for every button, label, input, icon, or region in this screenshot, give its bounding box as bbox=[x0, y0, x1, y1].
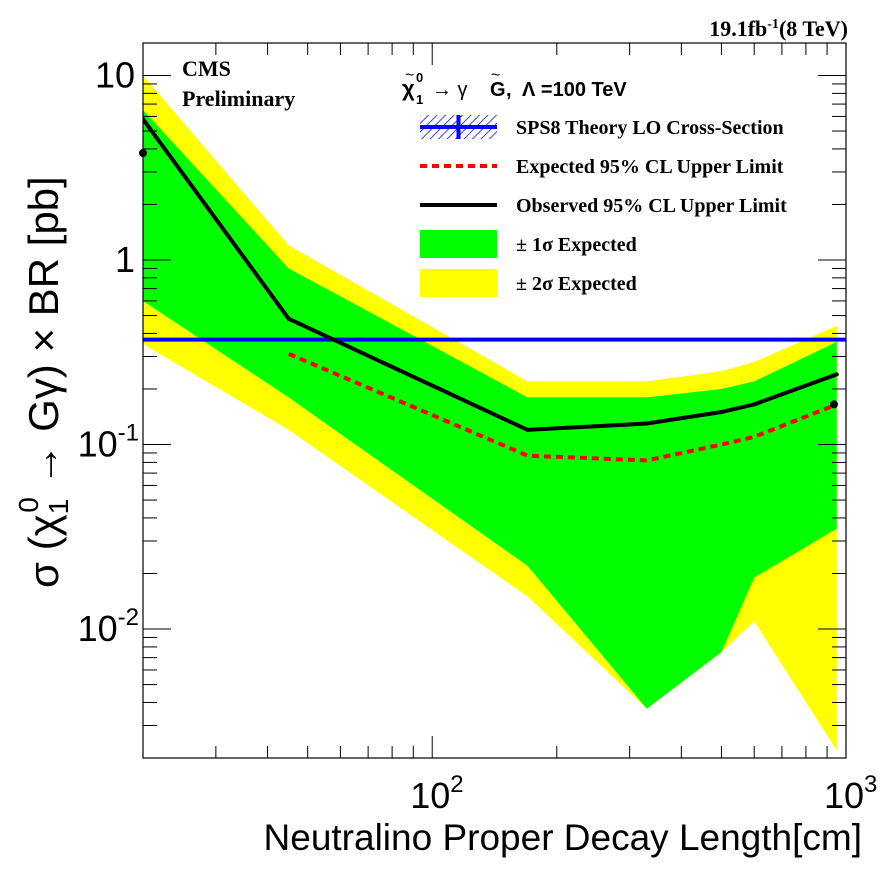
legend-label: ± 2σ Expected bbox=[516, 273, 637, 295]
process-sup: 0 bbox=[416, 70, 423, 85]
process-g-tilde: ~ bbox=[491, 67, 500, 84]
status-label: Preliminary bbox=[182, 86, 295, 111]
legend-swatch-band1 bbox=[420, 230, 497, 258]
legend-label: ± 1σ Expected bbox=[516, 234, 637, 256]
expected-line bbox=[287, 352, 838, 463]
experiment-label: CMS bbox=[182, 56, 231, 81]
process-chi: χ bbox=[402, 76, 415, 101]
y-tick-label: 10-2 bbox=[78, 604, 139, 649]
x-tick-label: 102 bbox=[410, 771, 463, 816]
process-arrow: → γ bbox=[432, 79, 468, 101]
lumi-label: 19.1fb-1(8 TeV) bbox=[709, 16, 848, 41]
y-axis-label: σ (χ10 → Gγ) × BR [pb] bbox=[13, 176, 74, 588]
limit-lines bbox=[143, 117, 846, 463]
x-axis-label: Neutralino Proper Decay Length[cm] bbox=[264, 817, 862, 858]
legend-entry-band2: ± 2σ Expected bbox=[420, 269, 637, 297]
observed-point bbox=[525, 427, 530, 432]
axes bbox=[139, 42, 847, 759]
legend-label: Expected 95% CL Upper Limit bbox=[516, 156, 784, 178]
band-1sigma bbox=[143, 110, 837, 709]
y-tick-label: 1 bbox=[115, 239, 135, 280]
legend-entry-band1: ± 1σ Expected bbox=[420, 230, 637, 258]
process-gravitino: G bbox=[490, 79, 506, 101]
process-sub: 1 bbox=[416, 92, 423, 107]
y-tick-label: 10 bbox=[95, 54, 135, 95]
observed-point bbox=[719, 410, 724, 415]
process-tilde: ~ bbox=[405, 67, 414, 84]
legend-label: Observed 95% CL Upper Limit bbox=[516, 195, 787, 217]
legend-label: SPS8 Theory LO Cross-Section bbox=[516, 117, 784, 139]
observed-point bbox=[834, 372, 839, 377]
process-comma: , bbox=[506, 79, 512, 101]
legend-entry-theory: SPS8 Theory LO Cross-Section bbox=[420, 115, 784, 139]
legend-entry-expected: Expected 95% CL Upper Limit bbox=[420, 156, 784, 178]
observed-point bbox=[752, 402, 757, 407]
y-tick-label: 10-1 bbox=[78, 420, 139, 465]
lambda-label: Λ =100 TeV bbox=[522, 79, 627, 101]
edge-marker bbox=[830, 400, 838, 409]
plot-frame bbox=[142, 42, 847, 759]
legend-entry-observed: Observed 95% CL Upper Limit bbox=[420, 195, 787, 217]
process-label: χ~ 01 → γ G~, Λ =100 TeV bbox=[402, 67, 627, 107]
observed-point bbox=[286, 316, 291, 321]
legend-swatch-band2 bbox=[420, 269, 497, 297]
observed-point bbox=[644, 421, 649, 426]
x-tick-label: 103 bbox=[824, 771, 877, 816]
